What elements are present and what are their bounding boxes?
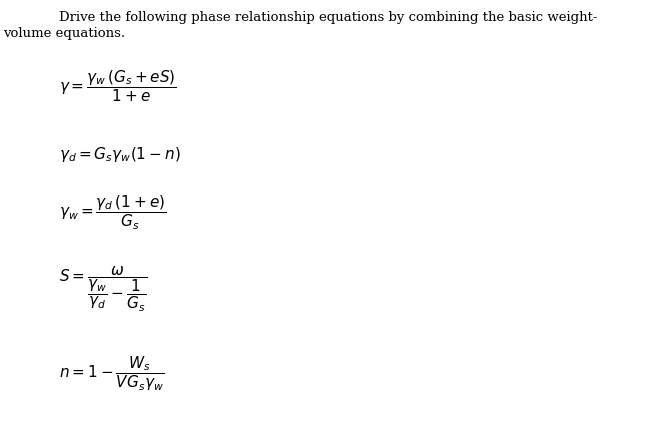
Text: $\gamma = \dfrac{\gamma_w\,(G_s + eS)}{1 + e}$: $\gamma = \dfrac{\gamma_w\,(G_s + eS)}{1…	[59, 69, 177, 104]
Text: volume equations.: volume equations.	[3, 27, 125, 41]
Text: $\gamma_d = G_s\gamma_w(1 - n)$: $\gamma_d = G_s\gamma_w(1 - n)$	[59, 144, 180, 164]
Text: $\gamma_w = \dfrac{\gamma_d\,(1 + e)}{G_s}$: $\gamma_w = \dfrac{\gamma_d\,(1 + e)}{G_…	[59, 194, 167, 233]
Text: $S = \dfrac{\omega}{\dfrac{\gamma_w}{\gamma_d} - \dfrac{1}{G_s}}$: $S = \dfrac{\omega}{\dfrac{\gamma_w}{\ga…	[59, 265, 148, 314]
Text: $n = 1 - \dfrac{W_s}{VG_s\gamma_w}$: $n = 1 - \dfrac{W_s}{VG_s\gamma_w}$	[59, 354, 164, 393]
Text: Drive the following phase relationship equations by combining the basic weight-: Drive the following phase relationship e…	[59, 11, 597, 24]
